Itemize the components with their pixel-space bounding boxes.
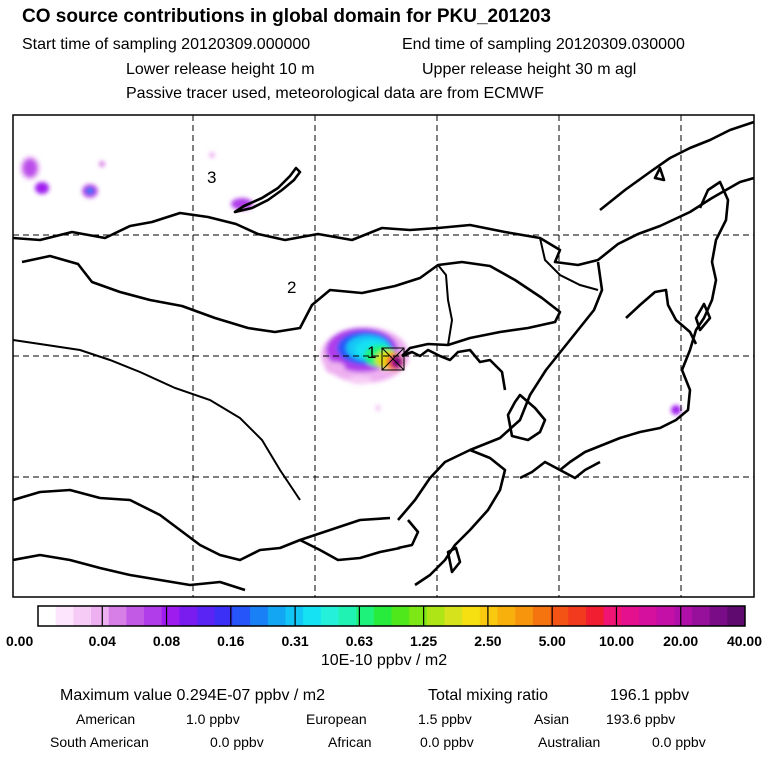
colorbar-tick-label: 0.16 <box>217 633 244 649</box>
colorbar-cell <box>197 606 216 626</box>
region-label-3: 3 <box>207 168 216 187</box>
figure-title: CO source contributions in global domain… <box>22 6 551 27</box>
colorbar-cell <box>250 606 269 626</box>
colorbar-cell <box>568 606 587 626</box>
colorbar-cell <box>55 606 74 626</box>
colorbar-tick-label: 5.00 <box>539 633 566 649</box>
colorbar-cell <box>674 606 693 626</box>
start-time: Start time of sampling 20120309.000000 <box>22 36 311 53</box>
region-label-2: 2 <box>287 278 296 297</box>
colorbar-cell <box>426 606 445 626</box>
colorbar-unit: 10E-10 ppbv / m2 <box>320 652 448 669</box>
region-label-1: 1 <box>367 343 376 362</box>
colorbar-tick-label: 0.04 <box>89 633 116 649</box>
colorbar-cell <box>444 606 463 626</box>
colorbar-cell <box>391 606 410 626</box>
colorbar-cell <box>462 606 481 626</box>
colorbar-cell <box>338 606 357 626</box>
colorbar-cell <box>144 606 163 626</box>
colorbar-cell <box>179 606 198 626</box>
colorbar-cell <box>91 606 110 626</box>
colorbar-tick-label: 2.50 <box>474 633 501 649</box>
colorbar-cell <box>303 606 322 626</box>
colorbar-tick-label: 10.00 <box>599 633 634 649</box>
release-heights: Lower release height 10 m Upper release … <box>126 61 636 79</box>
colorbar-cell <box>479 606 498 626</box>
colorbar-cell <box>356 606 375 626</box>
colorbar-tick-label: 1.25 <box>410 633 437 649</box>
colorbar-tick-label: 0.08 <box>153 633 180 649</box>
colorbar-cell <box>320 606 339 626</box>
colorbar-cell <box>638 606 658 626</box>
end-time: End time of sampling 20120309.030000 <box>402 36 685 53</box>
colorbar-cell <box>727 606 746 626</box>
colorbar-cell <box>214 606 233 626</box>
colorbar-tick-label: 20.00 <box>663 633 698 649</box>
tracer-note: Passive tracer used, meteorological data… <box>126 85 544 102</box>
colorbar-cell <box>691 606 711 626</box>
colorbar-tick-label: 0.00 <box>6 633 33 649</box>
colorbar-cell <box>38 606 57 626</box>
upper-release-height: Upper release height 30 m agl <box>422 61 637 78</box>
colorbar-tick-label: 0.63 <box>346 633 373 649</box>
lower-release-height: Lower release height 10 m <box>126 61 315 78</box>
colorbar-cell <box>285 606 304 626</box>
colorbar-cell <box>373 606 392 626</box>
colorbar-cell <box>709 606 728 626</box>
colorbar-tick-label: 40.00 <box>727 633 762 649</box>
colorbar-tick-label: 0.31 <box>281 633 308 649</box>
colorbar-frame <box>37 605 746 627</box>
colorbar-cell <box>267 606 286 626</box>
colorbar-cell <box>656 606 675 626</box>
colorbar-cell <box>232 606 251 626</box>
country-borders <box>13 237 599 501</box>
colorbar-cell <box>550 606 569 626</box>
concentration-field <box>20 152 681 415</box>
colorbar-cell <box>108 606 127 626</box>
colorbar-cell <box>621 606 640 626</box>
colorbar-cell <box>161 606 180 626</box>
colorbar-cell <box>515 606 534 626</box>
colorbar-cell <box>532 606 551 626</box>
colorbar-cell <box>603 606 622 626</box>
colorbar-cell <box>497 606 516 626</box>
colorbar-cell <box>73 606 92 626</box>
colorbar-cell <box>409 606 428 626</box>
receptor-marker <box>381 347 405 371</box>
lat-lon-grid <box>13 115 754 597</box>
colorbar-cell <box>126 606 145 626</box>
sampling-times: Start time of sampling 20120309.000000 E… <box>22 36 685 54</box>
map-frame <box>12 114 755 598</box>
colorbar-cell <box>585 606 604 626</box>
